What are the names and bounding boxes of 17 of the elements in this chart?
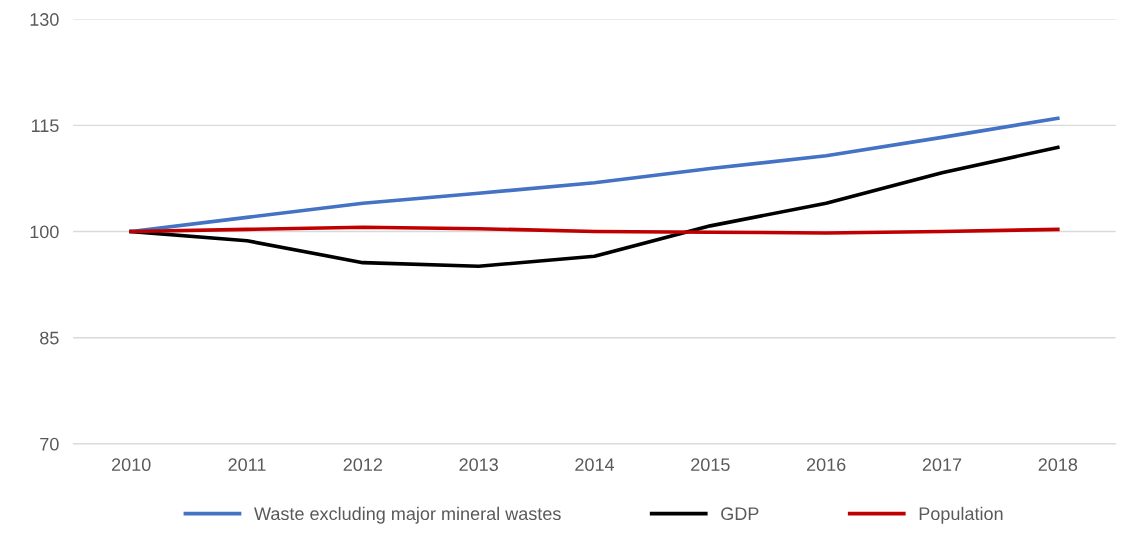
y-tick-label: 85 (40, 331, 59, 345)
y-tick-label: 130 (30, 13, 59, 26)
x-tick-label: 2017 (922, 458, 962, 472)
x-tick-label: 2011 (228, 458, 266, 472)
x-tick-label: 2016 (806, 458, 846, 472)
legend-label: Waste excluding major mineral wastes (254, 506, 561, 524)
x-tick-label: 2018 (1038, 458, 1078, 472)
legend-label: Population (919, 506, 1003, 524)
x-tick-label: 2010 (112, 458, 151, 472)
x-tick-label: 2014 (575, 458, 615, 472)
y-tick-label: 70 (40, 437, 59, 451)
x-tick-label: 2012 (343, 458, 383, 472)
x-tick-label: 2013 (459, 458, 498, 472)
y-tick-label: 115 (31, 119, 59, 133)
y-tick-label: 100 (30, 225, 59, 239)
x-tick-label: 2015 (691, 458, 730, 472)
legend-label: GDP (721, 507, 759, 521)
